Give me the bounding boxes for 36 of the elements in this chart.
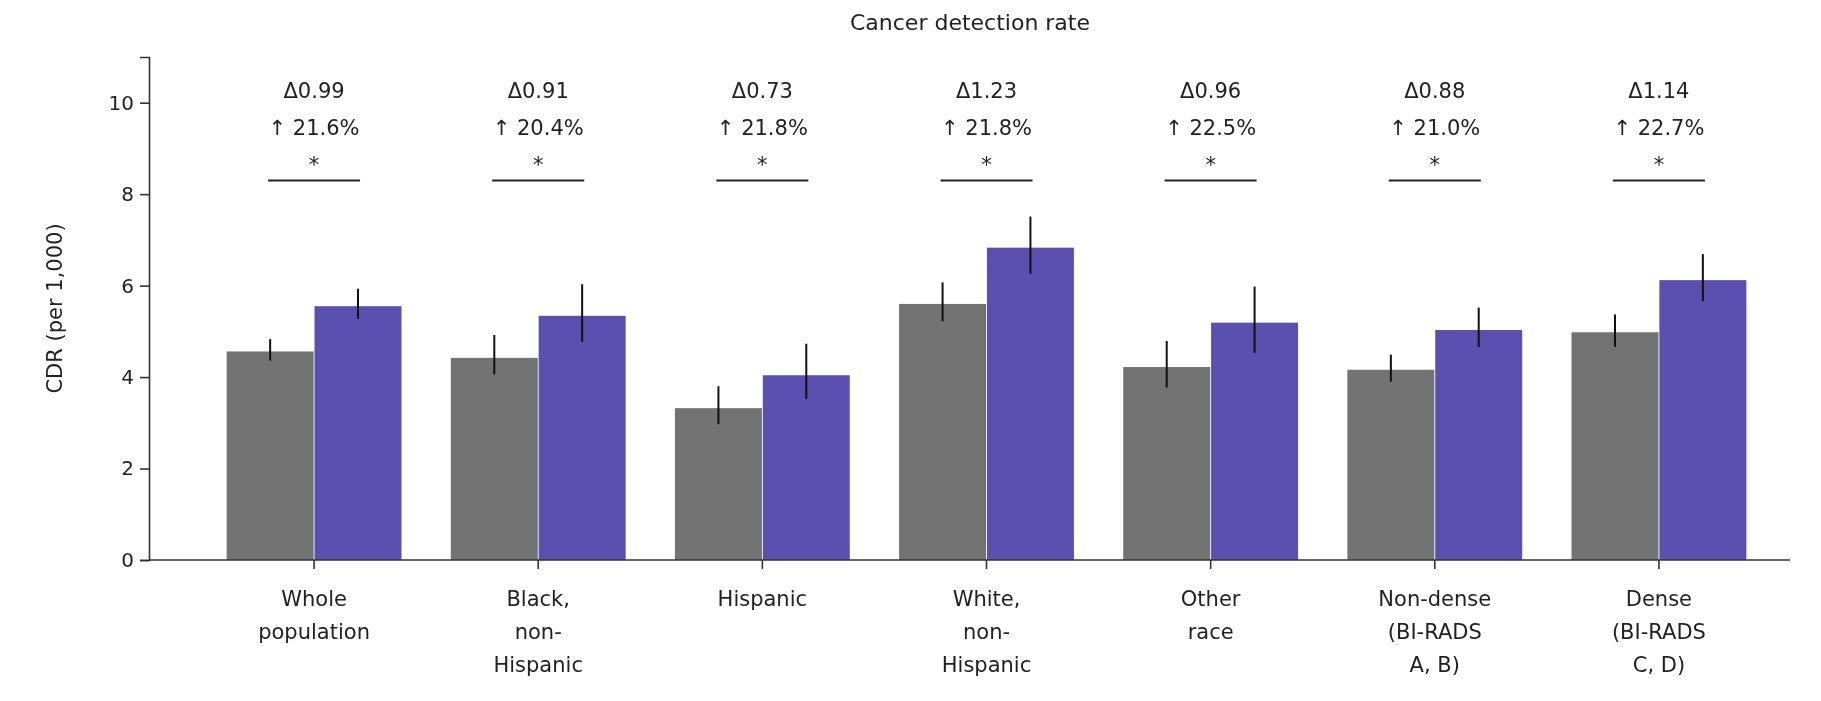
x-tick-label: Black, non-Hispanic bbox=[493, 587, 583, 677]
annotation: Δ0.96 ↑ 22.5% * bbox=[1165, 79, 1257, 178]
bar bbox=[226, 351, 314, 560]
y-tick-label: 6 bbox=[121, 273, 134, 298]
bar bbox=[450, 357, 538, 560]
y-tick-label: 0 bbox=[121, 547, 134, 572]
y-tick-label: 10 bbox=[108, 90, 134, 115]
annotation: Δ0.99 ↑ 21.6% * bbox=[268, 79, 360, 178]
bar bbox=[1211, 322, 1299, 560]
annotation: Δ0.91 ↑ 20.4% * bbox=[492, 79, 584, 178]
annotation: Δ0.73 ↑ 21.8% * bbox=[716, 79, 808, 178]
bar bbox=[538, 315, 626, 560]
annotation: Δ1.14 ↑ 22.7% * bbox=[1613, 79, 1705, 178]
bar bbox=[674, 408, 762, 560]
x-tick-label: White, non-Hispanic bbox=[941, 587, 1032, 677]
bar bbox=[762, 375, 850, 560]
bar bbox=[1347, 369, 1435, 560]
bar bbox=[1123, 367, 1211, 560]
annotation: Δ1.23 ↑ 21.8% * bbox=[941, 79, 1032, 178]
bar bbox=[1571, 332, 1659, 560]
bar bbox=[314, 306, 402, 560]
bar bbox=[986, 247, 1074, 560]
annotation: Δ0.88 ↑ 21.0% * bbox=[1389, 79, 1481, 178]
bar bbox=[899, 303, 987, 560]
bar bbox=[1435, 329, 1523, 560]
bar bbox=[1659, 280, 1747, 560]
x-tick-label: Other race bbox=[1180, 587, 1241, 644]
chart-title: Cancer detection rate bbox=[849, 10, 1091, 35]
x-tick-label: Hispanic bbox=[717, 587, 808, 611]
x-tick-label: Non-dense (BI-RADS A, B) bbox=[1378, 587, 1492, 677]
x-tick-label: Dense (BI-RADS C, D) bbox=[1611, 587, 1706, 677]
y-tick-label: 2 bbox=[121, 456, 134, 481]
x-tick-label: Whole population bbox=[258, 587, 370, 644]
y-axis-title: CDR (per 1,000) bbox=[43, 223, 67, 394]
y-tick-label: 8 bbox=[121, 182, 134, 207]
y-tick-label: 4 bbox=[121, 364, 134, 389]
